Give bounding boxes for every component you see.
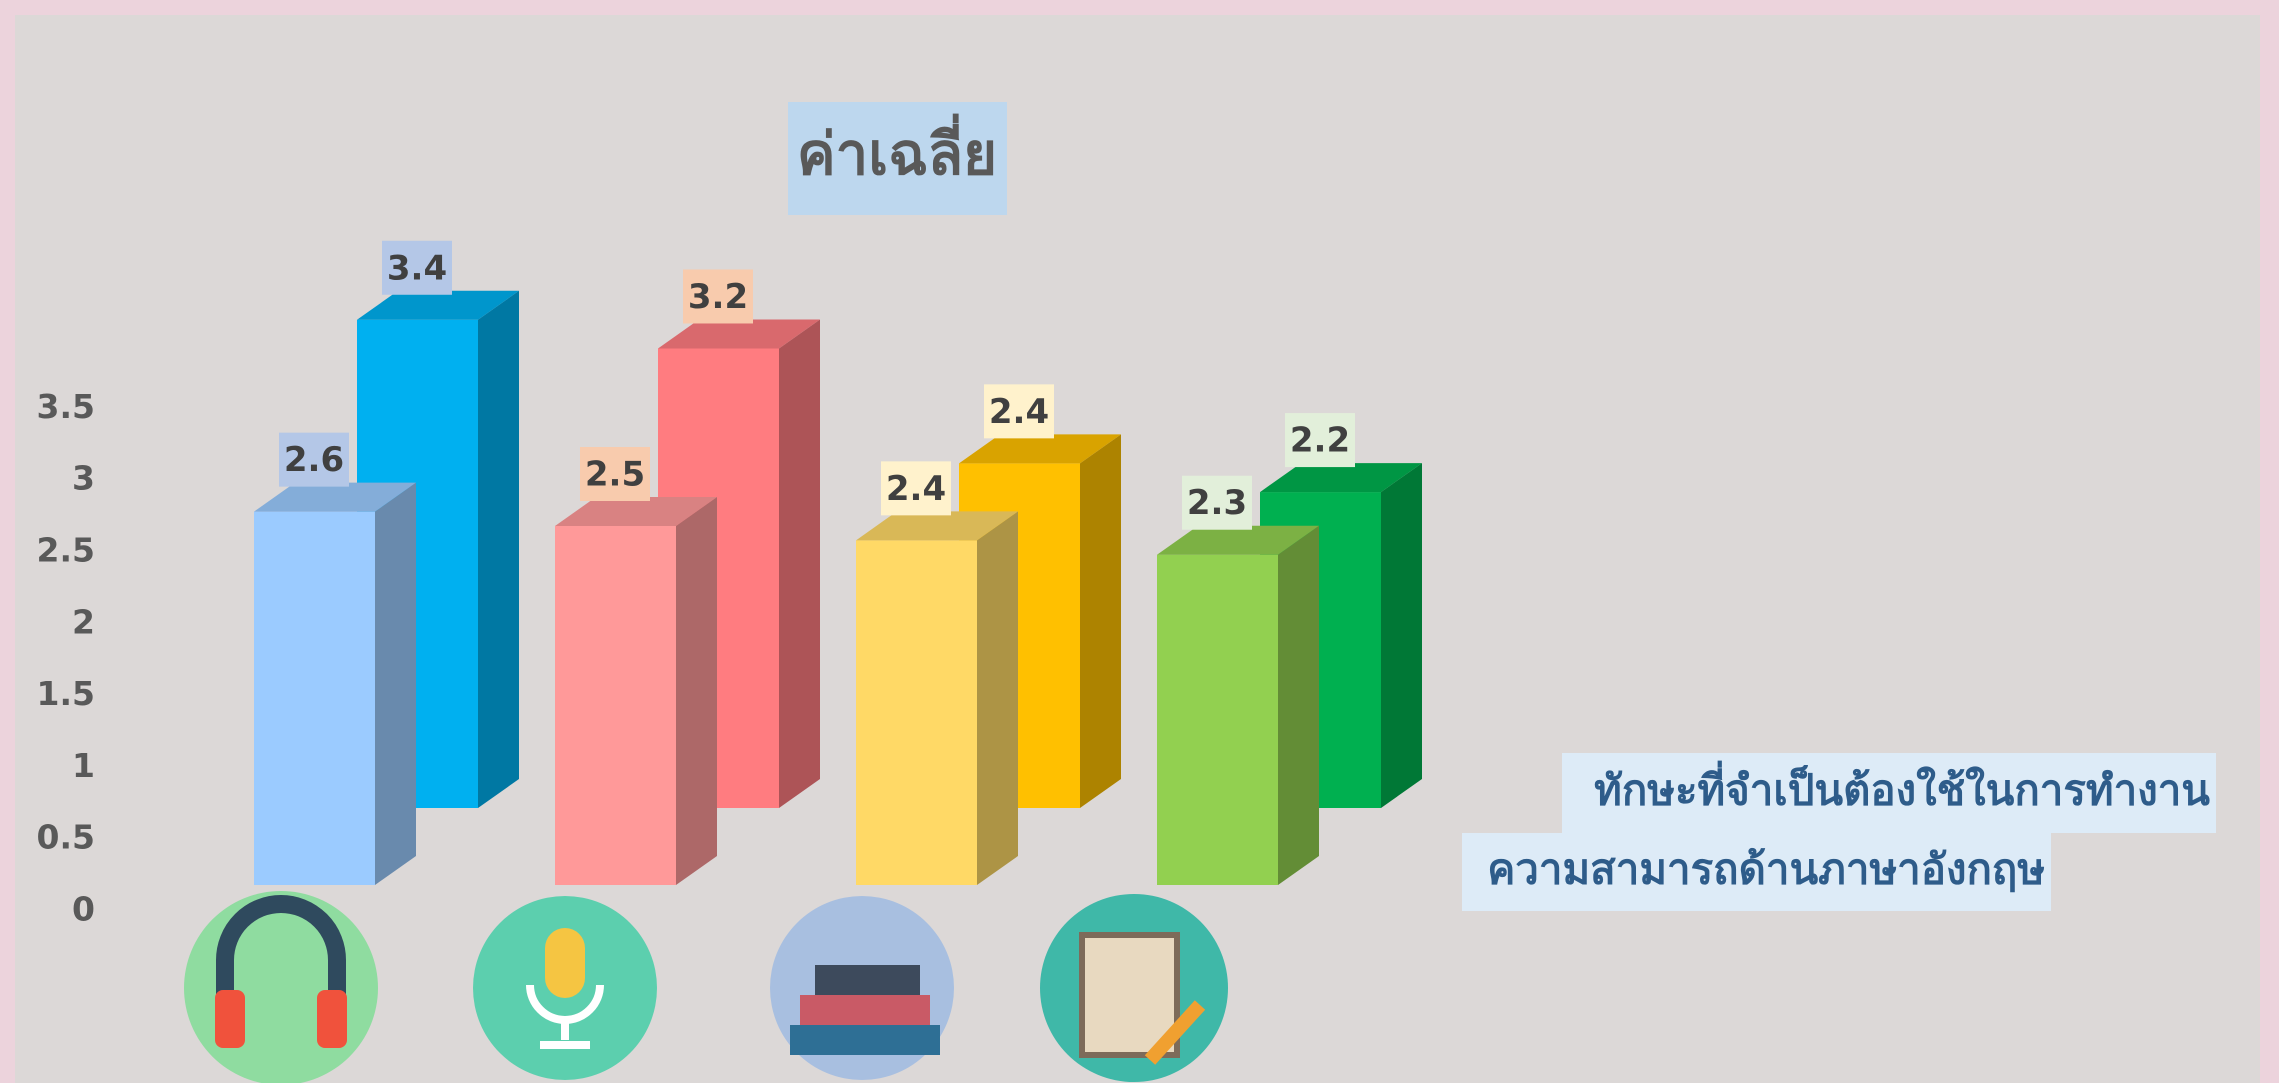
value-label-box — [1285, 413, 1355, 468]
y-tick-label: 2.5 — [37, 531, 95, 570]
legend-label: ทักษะที่จำเป็นต้องใช้ในการทำงาน — [1594, 761, 2210, 815]
value-label-box — [881, 461, 951, 516]
y-tick-label: 2 — [72, 602, 95, 641]
bar-side — [779, 319, 820, 808]
bar-side — [1278, 525, 1319, 885]
y-tick-label: 3.5 — [37, 387, 95, 426]
bar-top — [856, 511, 1018, 541]
value-label: 2.4 — [989, 392, 1049, 432]
bar-top — [1260, 463, 1422, 493]
bar-top — [555, 497, 717, 526]
bar-side — [1080, 434, 1121, 808]
bar-side — [478, 290, 519, 808]
bar-side — [375, 482, 416, 885]
y-tick-label: 1.5 — [37, 674, 95, 713]
value-label: 3.4 — [387, 248, 447, 288]
icon-notebook — [1079, 932, 1180, 1058]
value-label: 2.5 — [585, 455, 645, 495]
icon-pencil — [1144, 1000, 1206, 1065]
value-label: 2.6 — [284, 440, 344, 480]
value-label-box — [683, 269, 753, 324]
bar — [254, 482, 416, 885]
icon-ear — [317, 990, 347, 1048]
bar-top — [959, 434, 1121, 464]
bar-top — [254, 482, 416, 512]
value-label: 3.2 — [688, 277, 748, 317]
icon-book — [790, 1025, 940, 1055]
y-tick-label: 0 — [72, 890, 95, 929]
icon-book — [815, 965, 920, 995]
value-label: 2.4 — [886, 469, 946, 509]
value-label-box — [1182, 475, 1252, 530]
title-box — [788, 102, 1007, 215]
bar-side — [676, 497, 717, 885]
icon-ear — [215, 990, 245, 1048]
bar-top — [658, 319, 820, 349]
legend-label: ความสามารถด้านภาษาอังกฤษ — [1487, 845, 2045, 894]
bar-side — [1381, 463, 1422, 808]
y-tick-label: 1 — [72, 746, 95, 785]
bar-top — [1157, 525, 1319, 555]
y-tick-label: 3 — [72, 459, 95, 498]
value-label-box — [984, 384, 1054, 439]
icon-mic — [545, 928, 585, 998]
bar-top — [357, 290, 519, 320]
bar-front — [555, 526, 676, 885]
bar — [555, 497, 717, 885]
value-label-box — [279, 432, 349, 487]
chart-title: ค่าเฉลี่ย — [797, 113, 997, 188]
bar — [1157, 525, 1319, 885]
legend-box — [1562, 753, 2216, 833]
bar-side — [977, 511, 1018, 885]
value-label-box — [382, 240, 452, 295]
icons — [184, 891, 1228, 1085]
bar-front — [856, 540, 977, 885]
value-label: 2.3 — [1187, 483, 1247, 523]
icon-headphones — [216, 895, 346, 1000]
bar — [856, 511, 1018, 885]
icon-mic-stand — [526, 984, 604, 1049]
icon-listening — [184, 891, 378, 1085]
icon-book — [800, 995, 930, 1025]
bar-front — [254, 511, 375, 885]
y-tick-label: 0.5 — [37, 818, 95, 857]
bar — [658, 319, 820, 808]
value-label: 2.2 — [1290, 421, 1350, 461]
bar-front — [1157, 554, 1278, 885]
legend-box — [1462, 833, 2051, 911]
value-label-box — [580, 447, 650, 501]
